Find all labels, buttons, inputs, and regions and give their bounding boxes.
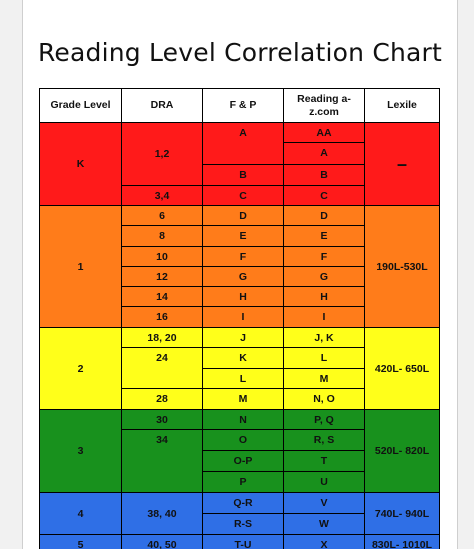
- grade-cell: 3: [39, 409, 122, 493]
- raz-cell: L: [283, 347, 365, 369]
- raz-cell: I: [283, 306, 365, 328]
- raz-cell: F: [283, 246, 365, 267]
- table-row: 10 F F: [40, 246, 440, 267]
- table-row: 12 G G: [40, 266, 440, 287]
- lexile-cell: 190L-530L: [364, 205, 440, 328]
- dra-cell: 30: [121, 409, 203, 430]
- raz-cell: V: [283, 492, 365, 514]
- fp-cell: A: [202, 122, 284, 165]
- fp-cell: P: [202, 471, 284, 493]
- reading-level-table: Grade Level DRA F & P Reading a-z.com Le…: [39, 88, 440, 549]
- grade-cell: 5: [39, 534, 122, 549]
- table-row: 2 18, 20 J J, K 420L- 650L: [39, 327, 440, 410]
- table-row: O-P T: [40, 450, 440, 472]
- raz-cell: A: [283, 142, 365, 165]
- dra-cell: 8: [121, 225, 203, 247]
- fp-cell: B: [202, 164, 284, 186]
- table-row: 34 O R, S: [40, 429, 440, 493]
- fp-cell: O: [202, 429, 284, 451]
- header-dra: DRA: [121, 88, 203, 123]
- fp-cell: M: [202, 388, 284, 410]
- raz-cell: P, Q: [283, 409, 365, 430]
- table-row: 3 30 N P, Q 520L- 820L: [39, 409, 440, 493]
- fp-cell: O-P: [202, 450, 284, 472]
- grade-cell: 2: [39, 327, 122, 410]
- table-row: 14 H H: [40, 286, 440, 307]
- table-row: 28 M N, O: [40, 388, 440, 410]
- raz-cell: U: [283, 471, 365, 493]
- grade-cell: 4: [39, 492, 122, 535]
- fp-cell: T-U: [202, 534, 284, 549]
- raz-cell: T: [283, 450, 365, 472]
- grade-cell: 1: [39, 205, 122, 328]
- lexile-cell: 740L- 940L: [364, 492, 440, 535]
- dra-cell: 24: [121, 347, 203, 389]
- dra-cell: 40, 50: [121, 534, 203, 549]
- header-row: Grade Level DRA F & P Reading a-z.com Le…: [39, 88, 440, 123]
- fp-cell: R-S: [202, 513, 284, 535]
- fp-cell: N: [202, 409, 284, 430]
- page-title: Reading Level Correlation Chart: [37, 38, 443, 67]
- lexile-cell: 420L- 650L: [364, 327, 440, 410]
- raz-cell: X: [283, 534, 365, 549]
- fp-cell: J: [202, 327, 284, 348]
- raz-cell: N, O: [283, 388, 365, 410]
- dra-cell: 10: [121, 246, 203, 267]
- raz-cell: AA: [283, 122, 365, 143]
- header-reading-az: Reading a-z.com: [283, 88, 365, 123]
- raz-cell: G: [283, 266, 365, 287]
- table-row: 24 K L: [40, 347, 440, 389]
- fp-cell: C: [202, 185, 284, 206]
- fp-cell: F: [202, 246, 284, 267]
- fp-cell: E: [202, 225, 284, 247]
- chart-sheet: Reading Level Correlation Chart Grade Le…: [22, 0, 458, 549]
- lexile-cell: –: [364, 122, 440, 206]
- dra-cell: 1,2: [121, 122, 203, 186]
- header-grade-level: Grade Level: [39, 88, 122, 123]
- fp-cell: K: [202, 347, 284, 369]
- lexile-cell: 830L- 1010L: [364, 534, 440, 549]
- table-row: 5 40, 50 T-U X 830L- 1010L: [39, 534, 440, 549]
- header-fp: F & P: [202, 88, 284, 123]
- dra-cell: 6: [121, 205, 203, 226]
- dra-cell: 34: [121, 429, 203, 493]
- dra-cell: 12: [121, 266, 203, 287]
- fp-cell: Q-R: [202, 492, 284, 514]
- fp-cell: L: [202, 368, 284, 389]
- fp-cell: D: [202, 205, 284, 226]
- dra-cell: 38, 40: [121, 492, 203, 535]
- dra-cell: 28: [121, 388, 203, 410]
- raz-cell: C: [283, 185, 365, 206]
- table-row: 16 I I: [40, 306, 440, 328]
- fp-cell: H: [202, 286, 284, 307]
- table-row: K 1,2 A AA –: [39, 122, 440, 206]
- header-lexile: Lexile: [364, 88, 440, 123]
- dra-cell: 3,4: [121, 185, 203, 206]
- raz-cell: E: [283, 225, 365, 247]
- raz-cell: B: [283, 164, 365, 186]
- raz-cell: R, S: [283, 429, 365, 451]
- raz-cell: D: [283, 205, 365, 226]
- fp-cell: G: [202, 266, 284, 287]
- raz-cell: J, K: [283, 327, 365, 348]
- table-row: 1 6 D D 190L-530L: [39, 205, 440, 328]
- raz-cell: H: [283, 286, 365, 307]
- table-row: 4 38, 40 Q-R V 740L- 940L: [39, 492, 440, 535]
- raz-cell: W: [283, 513, 365, 535]
- table-row: P U: [40, 471, 440, 493]
- dra-cell: 14: [121, 286, 203, 307]
- table-row: A: [40, 142, 440, 165]
- dra-cell: 18, 20: [121, 327, 203, 348]
- lexile-cell: 520L- 820L: [364, 409, 440, 493]
- dra-cell: 16: [121, 306, 203, 328]
- raz-cell: M: [283, 368, 365, 389]
- grade-cell: K: [39, 122, 122, 206]
- fp-cell: I: [202, 306, 284, 328]
